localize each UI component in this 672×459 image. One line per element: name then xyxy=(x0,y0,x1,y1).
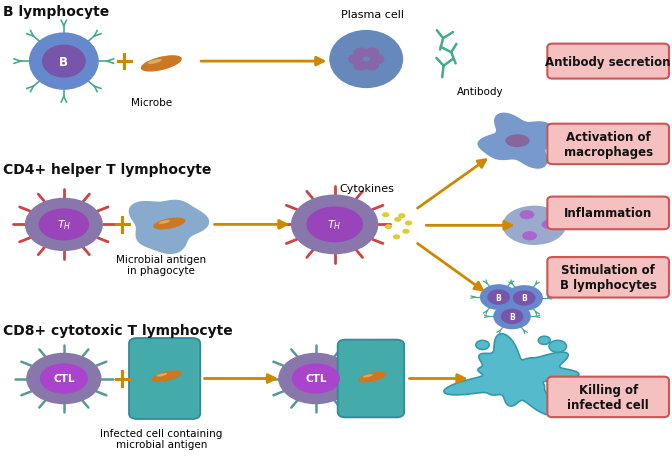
Ellipse shape xyxy=(38,209,89,241)
Text: Activation of
macrophages: Activation of macrophages xyxy=(564,131,653,158)
Ellipse shape xyxy=(398,213,406,218)
Ellipse shape xyxy=(522,232,537,241)
Ellipse shape xyxy=(26,353,101,404)
Ellipse shape xyxy=(364,49,379,59)
Text: CTL: CTL xyxy=(305,374,327,384)
Ellipse shape xyxy=(493,304,531,330)
FancyBboxPatch shape xyxy=(547,124,669,165)
Ellipse shape xyxy=(513,291,536,306)
Ellipse shape xyxy=(480,285,517,310)
FancyBboxPatch shape xyxy=(129,338,200,419)
Ellipse shape xyxy=(29,34,99,90)
Ellipse shape xyxy=(402,229,409,234)
Text: CD8+ cytotoxic T lymphocyte: CD8+ cytotoxic T lymphocyte xyxy=(3,324,233,337)
Text: Microbial antigen
in phagocyte: Microbial antigen in phagocyte xyxy=(116,254,206,276)
Ellipse shape xyxy=(25,198,103,252)
Ellipse shape xyxy=(292,364,340,394)
FancyBboxPatch shape xyxy=(547,377,669,417)
Text: B lymphocyte: B lymphocyte xyxy=(3,5,110,18)
Ellipse shape xyxy=(40,364,88,394)
Text: Stimulation of
B lymphocytes: Stimulation of B lymphocytes xyxy=(560,264,657,291)
Text: Microbe: Microbe xyxy=(130,97,172,107)
FancyBboxPatch shape xyxy=(547,257,669,298)
Ellipse shape xyxy=(363,375,373,378)
Polygon shape xyxy=(129,200,209,254)
Text: Plasma cell: Plasma cell xyxy=(341,10,405,20)
Ellipse shape xyxy=(278,353,353,404)
FancyBboxPatch shape xyxy=(338,340,405,418)
FancyBboxPatch shape xyxy=(547,197,669,230)
Text: B: B xyxy=(496,293,501,302)
Text: B: B xyxy=(521,294,527,303)
Ellipse shape xyxy=(476,341,489,350)
Ellipse shape xyxy=(364,61,379,71)
Ellipse shape xyxy=(358,372,386,383)
Ellipse shape xyxy=(405,221,412,226)
Ellipse shape xyxy=(353,49,368,59)
Ellipse shape xyxy=(542,220,556,230)
Ellipse shape xyxy=(291,195,378,255)
Ellipse shape xyxy=(505,135,530,148)
Text: B: B xyxy=(59,56,69,68)
Ellipse shape xyxy=(519,211,534,220)
Text: $T_H$: $T_H$ xyxy=(327,218,342,232)
Ellipse shape xyxy=(329,31,403,89)
Ellipse shape xyxy=(538,336,550,345)
Ellipse shape xyxy=(306,207,363,243)
Ellipse shape xyxy=(140,56,182,73)
Ellipse shape xyxy=(552,397,567,407)
Text: Killing of
infected cell: Killing of infected cell xyxy=(567,383,649,411)
Text: CD4+ helper T lymphocyte: CD4+ helper T lymphocyte xyxy=(3,163,212,177)
Text: $T_H$: $T_H$ xyxy=(56,218,71,232)
Ellipse shape xyxy=(42,45,86,78)
Ellipse shape xyxy=(505,285,543,311)
Text: CTL: CTL xyxy=(53,374,75,384)
Ellipse shape xyxy=(384,224,392,230)
Text: Antibody: Antibody xyxy=(457,87,504,97)
Ellipse shape xyxy=(353,61,368,71)
Ellipse shape xyxy=(549,341,566,353)
Polygon shape xyxy=(478,113,564,169)
Ellipse shape xyxy=(151,371,182,382)
Text: Cytokines: Cytokines xyxy=(339,184,394,194)
Text: Inflammation: Inflammation xyxy=(564,207,653,220)
Ellipse shape xyxy=(157,373,167,377)
Ellipse shape xyxy=(487,290,510,305)
Ellipse shape xyxy=(501,309,523,325)
Ellipse shape xyxy=(382,213,389,218)
Polygon shape xyxy=(444,334,579,415)
Ellipse shape xyxy=(370,55,384,65)
Ellipse shape xyxy=(348,55,363,65)
Ellipse shape xyxy=(148,60,162,65)
Ellipse shape xyxy=(503,206,566,246)
Ellipse shape xyxy=(394,217,401,222)
Text: Infected cell containing
microbial antigen: Infected cell containing microbial antig… xyxy=(100,428,222,449)
Ellipse shape xyxy=(392,235,400,240)
Text: B: B xyxy=(509,312,515,321)
Text: Antibody secretion: Antibody secretion xyxy=(546,56,671,68)
Ellipse shape xyxy=(153,218,185,230)
FancyBboxPatch shape xyxy=(547,45,669,79)
Ellipse shape xyxy=(159,221,170,224)
